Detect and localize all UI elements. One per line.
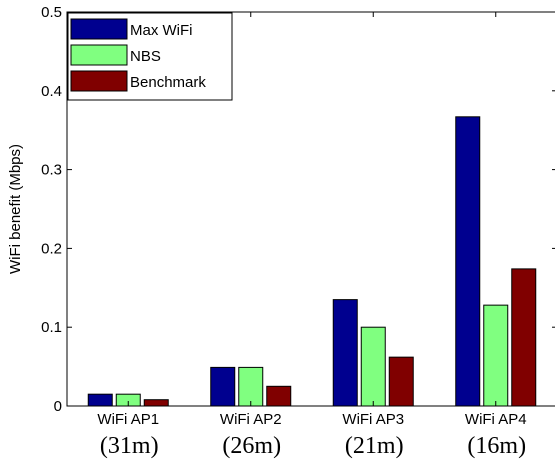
- bar-1-2: [210, 366, 236, 407]
- legend-swatch-3: [70, 70, 128, 92]
- bars-layer: [87, 116, 537, 407]
- y-tick-label: 0.1: [41, 319, 62, 336]
- legend-label-2: NBS: [130, 48, 161, 65]
- distance-labels-layer: (31m) (26m) (21m) (16m): [100, 433, 526, 459]
- distance-label: (26m): [222, 433, 281, 459]
- x-tick-label: WiFi AP4: [465, 411, 527, 428]
- distance-label: (16m): [467, 433, 526, 459]
- distance-label: (31m): [100, 433, 159, 459]
- legend-label-3: Benchmark: [130, 74, 206, 91]
- bar-3-1: [143, 399, 169, 407]
- bar-2-4: [483, 304, 509, 407]
- legend: Max WiFi NBS Benchmark: [67, 12, 233, 101]
- legend-swatch-2: [70, 44, 128, 66]
- y-tick-label: 0.3: [41, 162, 62, 179]
- bar-2-3: [360, 326, 386, 407]
- x-tick-label: WiFi AP2: [220, 411, 282, 428]
- legend-swatch-1: [70, 18, 128, 40]
- bar-3-3: [388, 356, 414, 407]
- bar-1-3: [332, 299, 358, 407]
- y-axis-label: WiFi benefit (Mbps): [7, 144, 24, 274]
- y-tick-label: 0.2: [41, 240, 62, 257]
- bar-1-1: [87, 393, 113, 407]
- x-tick-label: WiFi AP1: [97, 411, 159, 428]
- bar-3-2: [266, 385, 292, 407]
- plot-frame: [66, 11, 555, 407]
- tick-labels-layer: 0 0.1 0.2 0.3 0.4 0.5: [41, 4, 62, 415]
- bar-1-4: [455, 116, 481, 407]
- category-labels-layer: WiFi AP1 WiFi AP2 WiFi AP3 WiFi AP4: [97, 411, 526, 428]
- distance-label: (21m): [345, 433, 404, 459]
- bar-3-4: [511, 268, 537, 407]
- legend-label-1: Max WiFi: [130, 22, 193, 39]
- y-tick-label: 0.5: [41, 4, 62, 21]
- bar-2-2: [238, 366, 264, 407]
- y-tick-label: 0: [54, 398, 62, 415]
- x-tick-label: WiFi AP3: [342, 411, 404, 428]
- y-tick-label: 0.4: [41, 83, 62, 100]
